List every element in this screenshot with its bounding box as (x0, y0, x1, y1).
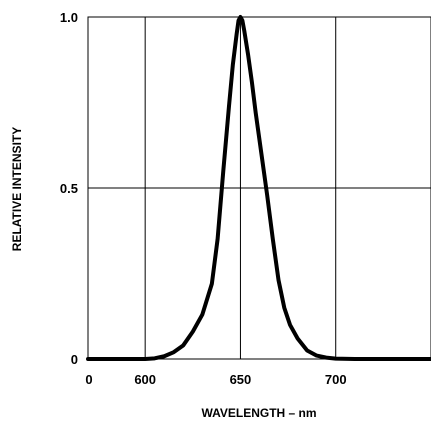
y-tick-labels: 0 0.5 1.0 (60, 10, 78, 367)
y-axis-label: RELATIVE INTENSITY (10, 127, 24, 251)
x-tick-label: 0 (85, 372, 92, 387)
x-axis-label: WAVELENGTH – nm (201, 406, 316, 420)
grid (88, 16, 431, 359)
y-tick-label: 0.5 (60, 181, 78, 196)
y-tick-label: 0 (71, 352, 78, 367)
x-tick-label: 650 (230, 372, 252, 387)
plot-frame (87, 16, 431, 360)
x-tick-label: 600 (134, 372, 156, 387)
y-tick-label: 1.0 (60, 10, 78, 25)
series-line (86, 15, 431, 361)
x-tick-label: 700 (325, 372, 347, 387)
x-tick-labels: 0 600 650 700 (85, 372, 346, 387)
